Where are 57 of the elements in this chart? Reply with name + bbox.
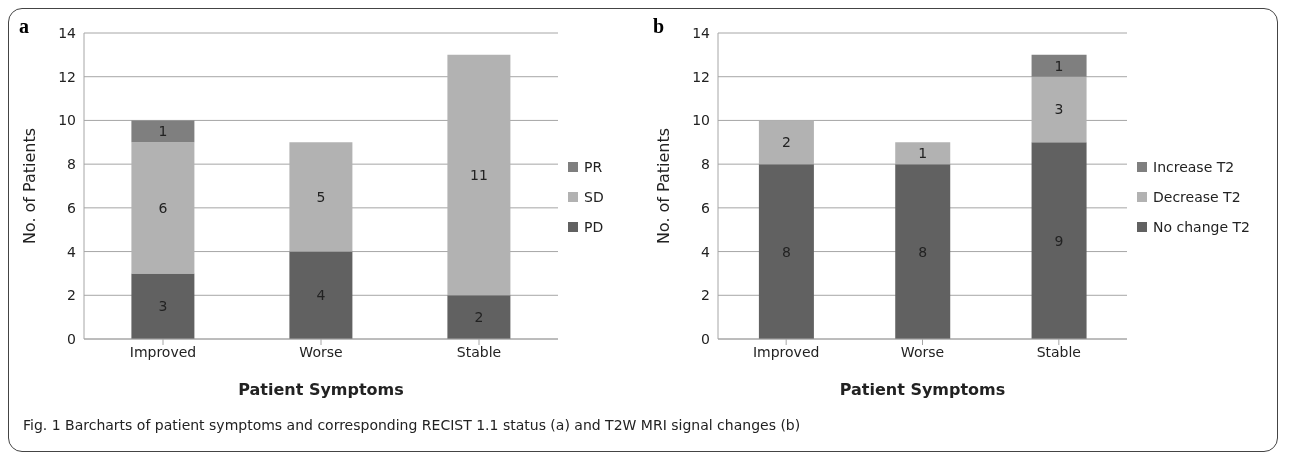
x-tick-label: Improved [129,343,197,360]
y-tick-label: 10 [692,112,710,129]
data-label: 3 [158,298,168,315]
x-tick-label: Improved [752,343,820,360]
legend-label: PR [584,159,603,175]
chart-title: b [653,15,665,38]
bar [895,164,951,339]
x-tick-label: Worse [900,343,945,360]
x-axis-title: Patient Symptoms [839,380,1006,399]
y-tick-label: 12 [692,68,710,85]
y-tick-label: 0 [701,330,710,347]
x-tick-label: Worse [299,343,343,360]
data-label: 4 [316,287,326,304]
y-axis-title: No. of Patients [19,127,39,245]
legend-label: Increase T2 [1153,159,1235,175]
caption: Fig. 1 Barcharts of patient symptoms and corresponding RECIST 1.1 status (a) and T2W MRI signal changes (b) [23,417,801,433]
data-label: 6 [158,199,168,216]
y-tick-label: 10 [58,112,76,129]
y-tick-label: 6 [701,199,711,216]
y-tick-label: 12 [58,68,76,85]
y-tick-label: 14 [692,24,711,41]
legend-label: Decrease T2 [1153,189,1241,205]
data-label: 8 [781,243,791,260]
bar [758,164,814,339]
data-label: 1 [158,123,168,140]
bar [1031,142,1087,339]
chart-title: a [19,15,29,38]
bar [447,295,511,339]
data-label: 5 [316,188,326,205]
data-label: 1 [1054,57,1064,74]
x-tick-label: Stable [456,343,502,360]
y-axis-title: No. of Patients [653,127,673,245]
data-label: 2 [781,134,791,151]
y-tick-label: 6 [67,199,77,216]
y-tick-label: 2 [67,287,76,304]
data-label: 3 [1054,101,1064,118]
y-tick-label: 8 [67,156,76,173]
data-label: 11 [469,167,488,184]
bar [289,251,353,339]
legend-label: No change T2 [1153,219,1250,235]
y-tick-label: 4 [67,243,77,260]
x-tick-label: Stable [1036,343,1082,360]
bar [131,273,195,339]
y-tick-label: 2 [701,287,710,304]
bar [1031,54,1087,77]
y-tick-label: 14 [58,24,77,41]
legend-label: PD [584,219,604,235]
data-label: 1 [918,145,928,162]
y-tick-label: 4 [701,243,711,260]
x-axis-title: Patient Symptoms [238,380,404,399]
y-tick-label: 8 [701,156,710,173]
y-tick-label: 0 [67,330,76,347]
data-label: 8 [918,243,928,260]
bar [131,120,195,143]
data-label: 2 [474,309,484,326]
data-label: 9 [1054,232,1064,249]
legend-label: SD [584,189,604,205]
